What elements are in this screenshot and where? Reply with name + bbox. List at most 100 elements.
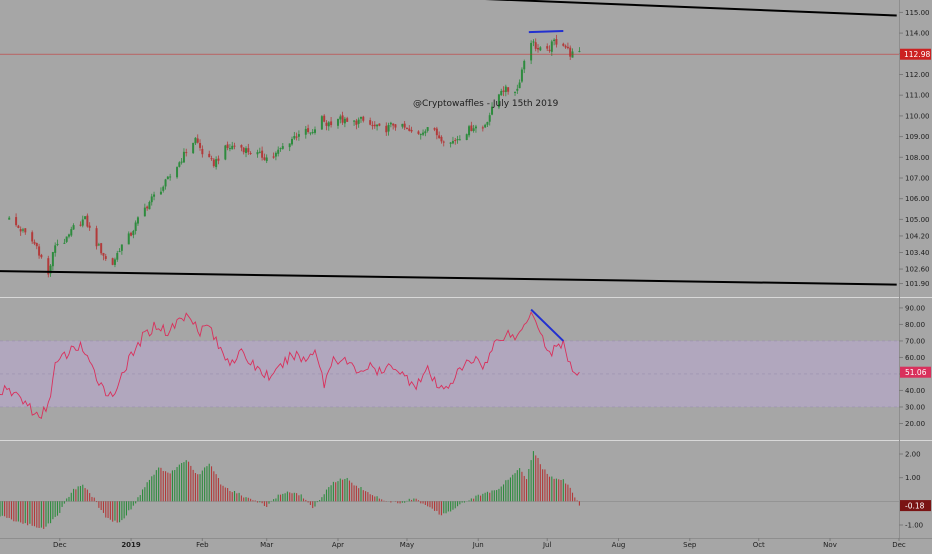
price-candle	[35, 242, 38, 250]
price-candle	[295, 132, 298, 141]
price-candle	[546, 43, 549, 51]
price-candle	[311, 129, 314, 135]
time-tick-label: Aug	[612, 541, 626, 549]
price-candle	[465, 133, 468, 141]
price-candle	[272, 152, 275, 159]
price-candle	[408, 125, 411, 132]
price-candle	[355, 118, 358, 130]
price-candle	[504, 84, 507, 97]
price-candle	[17, 224, 20, 229]
price-tick-label: 112.00	[905, 71, 930, 79]
price-candle	[51, 251, 54, 271]
price-tick-label: 105.00	[905, 216, 930, 224]
time-tick-label: Sep	[683, 541, 697, 549]
price-candle	[95, 225, 98, 250]
price-candle	[196, 134, 199, 144]
price-candle	[19, 226, 22, 236]
price-candle	[72, 223, 75, 230]
price-candle	[564, 44, 567, 49]
price-candle	[410, 126, 413, 133]
price-candle	[81, 215, 84, 228]
price-candle	[176, 166, 179, 179]
price-candle	[435, 126, 438, 140]
price-candle	[210, 155, 213, 161]
price-candle	[422, 129, 425, 136]
price-candle	[153, 191, 156, 201]
price-candle	[369, 117, 372, 126]
price-candle	[417, 130, 420, 135]
price-candle	[502, 86, 505, 97]
last-price-tag	[900, 48, 931, 60]
price-candle	[403, 120, 406, 130]
price-candle	[385, 122, 388, 136]
price-candle	[341, 111, 344, 125]
price-candle	[555, 34, 558, 48]
time-tick-label: Jun	[472, 541, 484, 549]
rsi-divergence-line[interactable]	[530, 308, 565, 342]
price-candle	[192, 142, 195, 154]
price-candle	[180, 158, 183, 165]
price-candle	[116, 250, 119, 262]
time-tick-label: Nov	[823, 541, 837, 549]
time-tick-label: Apr	[332, 541, 344, 549]
rsi-tick-label: 70.00	[905, 337, 925, 345]
price-candle	[297, 130, 300, 141]
macd-tick-label: 2.00	[905, 451, 921, 459]
price-candle	[212, 158, 215, 168]
rsi-last-tag	[900, 366, 931, 378]
price-candle	[491, 102, 494, 116]
price-candle	[21, 227, 24, 233]
price-candle	[31, 230, 34, 244]
price-candle	[327, 121, 330, 131]
price-candle	[33, 239, 36, 246]
price-candle	[233, 142, 236, 150]
time-tick-label: Jul	[542, 541, 552, 549]
last-price-label: 112.98	[904, 50, 930, 59]
price-candle	[274, 151, 277, 161]
price-candle	[201, 145, 204, 158]
lower-trendline[interactable]	[0, 270, 897, 286]
price-candle	[405, 127, 408, 130]
time-tick-label: Oct	[753, 541, 765, 549]
upper-trendline[interactable]	[407, 0, 897, 17]
price-candle	[120, 244, 123, 255]
price-candle	[134, 220, 137, 235]
price-candle	[362, 115, 365, 123]
price-candle	[136, 216, 139, 226]
price-candle	[102, 252, 105, 261]
price-candle	[40, 253, 43, 259]
price-candle	[339, 114, 342, 124]
price-candle	[258, 147, 261, 154]
price-candle	[458, 135, 461, 141]
price-candle	[226, 141, 229, 151]
price-candle	[143, 203, 146, 217]
price-candle	[548, 45, 551, 53]
price-candle	[438, 131, 441, 139]
price-candle	[433, 127, 436, 132]
price-candle	[320, 115, 323, 131]
price-candle	[65, 236, 68, 244]
price-candle	[265, 154, 268, 164]
price-candle	[353, 119, 356, 126]
price-candle	[104, 253, 107, 261]
price-candle	[217, 155, 220, 165]
price-candle	[304, 125, 307, 139]
price-candle	[550, 39, 553, 56]
price-candle	[389, 121, 392, 128]
price-candle	[86, 213, 89, 228]
price-tick-label: 111.00	[905, 92, 930, 100]
rsi-last-label: 51.06	[905, 368, 927, 377]
price-candle	[578, 47, 581, 53]
price-candle	[488, 112, 491, 126]
price-candle	[279, 147, 282, 152]
top-divergence-line[interactable]	[528, 30, 564, 34]
rsi-line	[0, 311, 580, 419]
macd-tick-label: 1.00	[905, 474, 921, 482]
price-candle	[88, 222, 91, 231]
price-candle	[486, 121, 489, 128]
price-candle	[336, 118, 339, 129]
price-candle	[323, 114, 326, 123]
price-candle	[426, 127, 429, 133]
